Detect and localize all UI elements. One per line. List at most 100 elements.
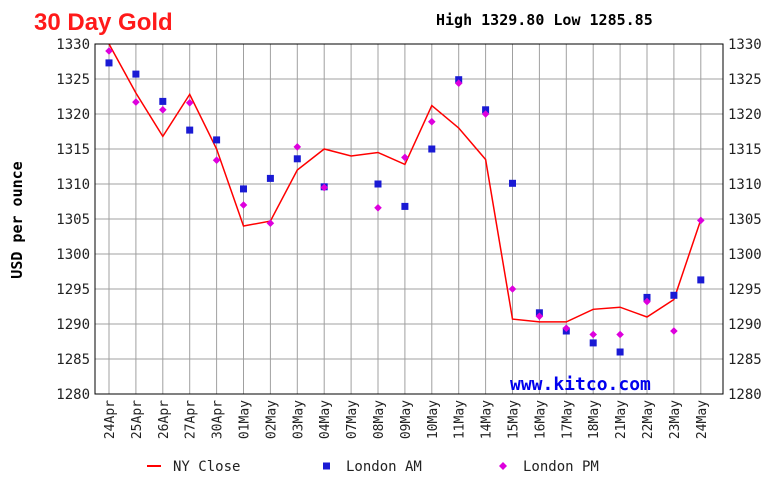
x-tick-label: 24Apr: [103, 400, 118, 439]
london-pm-point: [159, 106, 167, 114]
london-pm-point: [320, 183, 328, 192]
y-tick-label-right: 1315: [728, 142, 762, 158]
y-tick-label-left: 1305: [56, 212, 90, 228]
london-am-point: [132, 70, 140, 78]
x-tick-label: 01May: [238, 400, 253, 439]
y-tick-label-right: 1290: [728, 317, 762, 333]
x-tick-label: 18May: [587, 400, 602, 439]
x-tick-label: 27Apr: [184, 400, 199, 439]
london-am-point: [159, 97, 167, 105]
x-tick-label: 22May: [641, 400, 656, 439]
chart-title: 30 Day Gold: [34, 9, 173, 36]
london-am-point: [643, 293, 651, 301]
london-am-point: [428, 145, 436, 153]
x-tick-label: 03May: [291, 400, 306, 439]
london-am-point: [240, 185, 247, 193]
legend-london-pm-swatch: [499, 462, 507, 470]
london-pm-point: [293, 143, 302, 151]
data-series: [105, 43, 705, 356]
london-am-point: [374, 180, 382, 188]
london-am-point: [186, 126, 194, 134]
x-tick-label: 26Apr: [157, 400, 172, 439]
y-tick-label-left: 1285: [56, 352, 90, 368]
y-tick-label-right: 1320: [728, 107, 762, 123]
london-am-point: [213, 136, 221, 144]
y-tick-label-left: 1330: [56, 37, 90, 53]
london-am-point: [616, 348, 624, 356]
legend-label: NY Close: [173, 459, 240, 475]
london-am-point: [266, 174, 274, 182]
london-pm-point: [212, 156, 221, 164]
plot-frame: [94, 43, 724, 395]
x-tick-label: 30Apr: [211, 400, 226, 439]
y-tick-label-left: 1295: [56, 282, 90, 298]
x-tick-label: 09May: [399, 400, 414, 439]
legend-label: London PM: [523, 459, 599, 475]
london-am-point: [293, 155, 301, 163]
london-pm-point: [535, 312, 544, 321]
london-pm-point: [697, 216, 705, 225]
london-am-point: [401, 202, 409, 210]
x-tick-label: 15May: [507, 400, 522, 439]
x-tick-label: 21May: [614, 400, 629, 439]
y-tick-label-left: 1315: [56, 142, 90, 158]
y-tick-label-right: 1325: [728, 72, 762, 88]
london-pm-point: [239, 201, 248, 209]
x-tick-label: 14May: [480, 400, 495, 439]
x-tick-label: 10May: [426, 400, 441, 439]
london-pm-point: [401, 153, 409, 162]
london-pm-point: [105, 47, 113, 55]
london-am-point: [589, 339, 597, 347]
london-am-point: [482, 106, 490, 114]
x-tick-label: 16May: [533, 400, 548, 439]
legend: NY Close London AM London PM: [147, 459, 599, 475]
london-am-point: [105, 59, 113, 67]
x-tick-label: 24May: [695, 400, 710, 439]
legend-label: London AM: [346, 459, 422, 475]
london-pm-point: [670, 327, 678, 335]
london-pm-point: [454, 79, 463, 87]
x-tick-label: 17May: [560, 400, 575, 439]
y-tick-label-right: 1280: [728, 387, 762, 403]
y-tick-label-right: 1305: [728, 212, 762, 228]
x-tick-label: 04May: [318, 400, 333, 439]
x-tick-label: 25Apr: [130, 400, 145, 439]
x-tick-label: 02May: [264, 400, 279, 439]
x-tick-label: 07May: [345, 400, 360, 439]
y-tick-label-right: 1310: [728, 177, 762, 193]
x-tick-label: 08May: [372, 400, 387, 439]
y-axis-label: USD per ounce: [8, 161, 26, 278]
y-tick-label-left: 1325: [56, 72, 90, 88]
y-tick-label-right: 1295: [728, 282, 762, 298]
london-pm-point: [266, 219, 275, 227]
x-tick-labels: 24Apr 25Apr 26Apr 27Apr 30Apr 01May 02May 03May…: [103, 400, 710, 439]
london-pm-point: [508, 285, 517, 293]
london-pm-point: [428, 117, 436, 126]
y-tick-label-right: 1330: [728, 37, 762, 53]
london-pm-point: [562, 324, 571, 332]
kitco-watermark: www.kitco.com: [510, 374, 651, 395]
london-am-point: [697, 276, 705, 284]
london-am-point: [670, 291, 678, 299]
y-tick-label-left: 1300: [56, 247, 90, 263]
y-tick-label-left: 1290: [56, 317, 90, 333]
london-pm-point: [481, 110, 490, 118]
y-tick-label-right: 1285: [728, 352, 762, 368]
london-am-point: [509, 179, 516, 187]
london-pm-point: [616, 330, 624, 339]
y-tick-labels: 1280 1280 1285 1285 1290 1290 1295 1295 1300 1300…: [56, 37, 761, 403]
x-tick-label: 11May: [453, 400, 468, 439]
london-pm-point: [132, 98, 140, 106]
legend-london-am-swatch: [323, 462, 330, 470]
high-low-readout: High 1329.80 Low 1285.85: [436, 11, 653, 29]
london-pm-point: [185, 99, 194, 107]
y-tick-label-right: 1300: [728, 247, 762, 263]
y-tick-label-left: 1280: [56, 387, 90, 403]
london-pm-point: [643, 297, 651, 306]
y-tick-label-left: 1320: [56, 107, 90, 123]
london-pm-point: [589, 330, 597, 339]
x-tick-label: 23May: [668, 400, 683, 439]
london-pm-point: [374, 204, 382, 212]
y-tick-label-left: 1310: [56, 177, 90, 193]
